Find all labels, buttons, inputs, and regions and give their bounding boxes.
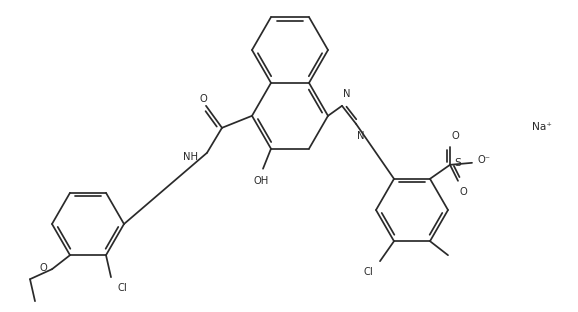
Text: O⁻: O⁻ bbox=[477, 155, 490, 165]
Text: O: O bbox=[460, 187, 468, 197]
Text: Cl: Cl bbox=[117, 283, 127, 293]
Text: O: O bbox=[199, 94, 207, 104]
Text: NH: NH bbox=[183, 152, 198, 162]
Text: N: N bbox=[343, 89, 350, 99]
Text: N: N bbox=[357, 131, 365, 141]
Text: O: O bbox=[39, 263, 47, 273]
Text: OH: OH bbox=[253, 176, 269, 186]
Text: O: O bbox=[452, 131, 460, 141]
Text: Cl: Cl bbox=[363, 267, 373, 277]
Text: Na⁺: Na⁺ bbox=[532, 122, 552, 132]
Text: S: S bbox=[454, 158, 461, 168]
